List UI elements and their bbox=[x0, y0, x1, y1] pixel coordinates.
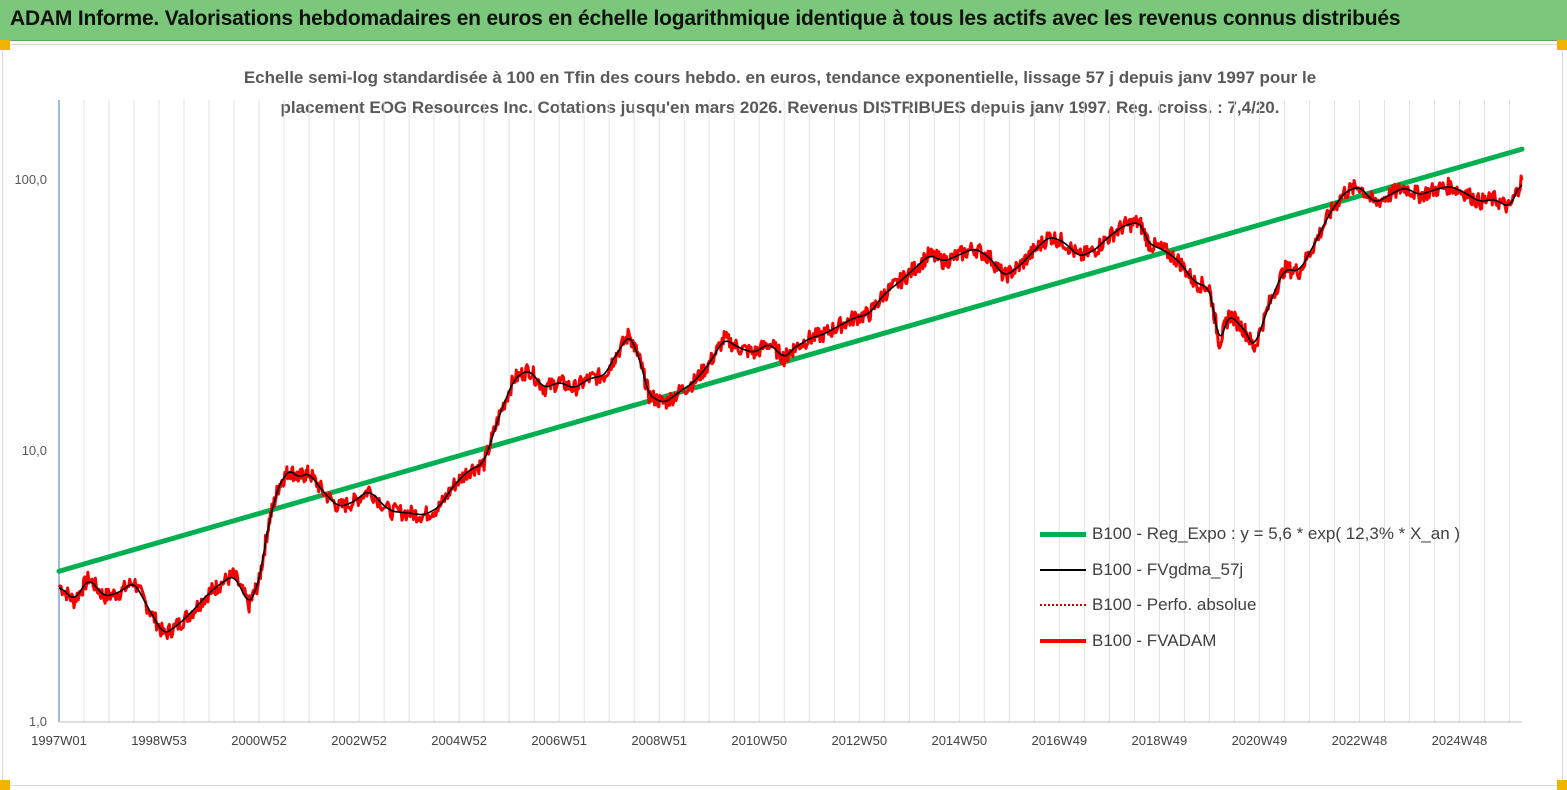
y-tick-label: 1,0 bbox=[29, 714, 47, 729]
y-tick-label: 10,0 bbox=[22, 443, 47, 458]
legend-label-fvadam: B100 - FVADAM bbox=[1092, 631, 1217, 650]
report-title: ADAM Informe. Valorisations hebdomadaire… bbox=[10, 7, 1401, 30]
legend-swatch-fvgdma bbox=[1040, 569, 1086, 571]
legend-swatch-perfo bbox=[1040, 604, 1086, 606]
legend-label-regression: B100 - Reg_Expo : y = 5,6 * exp( 12,3% *… bbox=[1092, 524, 1461, 543]
chart-title-line1: Echelle semi-log standardisée à 100 en T… bbox=[243, 68, 1317, 87]
y-tick-label: 100,0 bbox=[14, 172, 47, 187]
x-tick-label: 2006W51 bbox=[531, 733, 587, 748]
legend-label-perfo: B100 - Perfo. absolue bbox=[1092, 595, 1257, 614]
series-line-fvadam bbox=[57, 174, 1524, 640]
x-tick-label: 2018W49 bbox=[1132, 733, 1188, 748]
legend-label-fvgdma: B100 - FVgdma_57j bbox=[1092, 560, 1244, 579]
x-tick-label: 2020W49 bbox=[1232, 733, 1288, 748]
x-tick-label: 2010W50 bbox=[731, 733, 787, 748]
gridlines bbox=[83, 100, 1510, 722]
chart-title-line2: placement EOG Resources Inc. Cotations j… bbox=[280, 98, 1280, 117]
series-lines bbox=[56, 146, 1525, 640]
legend-swatch-regression bbox=[1040, 531, 1086, 537]
corner-mark bbox=[1557, 40, 1567, 50]
x-tick-label: 2000W52 bbox=[231, 733, 287, 748]
x-tick-label: 1997W01 bbox=[31, 733, 87, 748]
x-tick-label: 2016W49 bbox=[1032, 733, 1088, 748]
series-line-fvgdma bbox=[58, 184, 1523, 633]
axes bbox=[58, 100, 1522, 723]
x-tick-label: 2012W50 bbox=[831, 733, 887, 748]
chart-frame bbox=[2, 44, 1563, 786]
x-tick-label: 2022W48 bbox=[1332, 733, 1388, 748]
x-tick-label: 2008W51 bbox=[631, 733, 687, 748]
x-tick-label: 1998W53 bbox=[131, 733, 187, 748]
report-banner: ADAM Informe. Valorisations hebdomadaire… bbox=[0, 0, 1567, 41]
corner-mark bbox=[1557, 780, 1567, 790]
legend-item-regression: B100 - Reg_Expo : y = 5,6 * exp( 12,3% *… bbox=[1040, 521, 1460, 547]
x-tick-label: 2002W52 bbox=[331, 733, 387, 748]
x-tick-label: 2024W48 bbox=[1432, 733, 1488, 748]
tick-labels: 1,0 10,0 100,0 1997W01 1998W53 2000W52 2002W52… bbox=[14, 172, 1487, 748]
legend-item-fvgdma: B100 - FVgdma_57j bbox=[1040, 557, 1243, 583]
legend-item-perfo: B100 - Perfo. absolue bbox=[1040, 592, 1256, 618]
corner-mark bbox=[0, 40, 10, 50]
legend-item-fvadam: B100 - FVADAM bbox=[1040, 628, 1216, 654]
legend-swatch-fvadam bbox=[1040, 639, 1086, 643]
x-tick-label: 2014W50 bbox=[931, 733, 987, 748]
regression-line bbox=[56, 146, 1525, 574]
series-line-perfo-absolue bbox=[58, 175, 1523, 639]
x-tick-label: 2004W52 bbox=[431, 733, 487, 748]
corner-mark bbox=[0, 780, 10, 790]
